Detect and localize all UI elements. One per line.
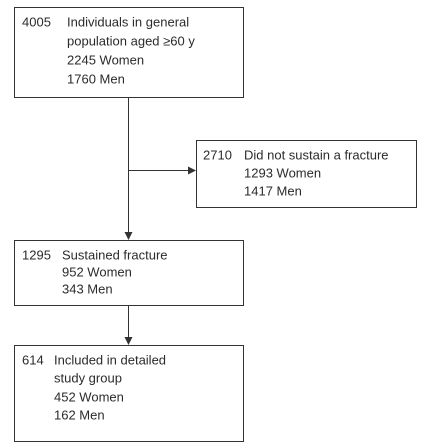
label: 1293 Women [244,165,321,180]
label: 952 Women [62,264,132,279]
box [14,240,244,306]
count: 1295 [22,247,51,262]
label: 2245 Women [67,52,144,67]
count: 2710 [203,147,232,162]
label: 1760 Men [67,71,125,86]
label: Included in detailed [54,352,166,367]
count: 4005 [22,14,51,29]
arrowhead [124,232,133,240]
label: Did not sustain a fracture [244,147,389,162]
label: Individuals in general [67,14,189,29]
arrowhead [188,166,196,175]
arrowhead [124,337,133,345]
label: Sustained fracture [62,247,168,262]
label: population aged ≥60 y [67,33,195,48]
label: study group [54,370,122,385]
label: 343 Men [62,281,113,296]
label: 1417 Men [244,183,302,198]
label: 452 Women [54,389,124,404]
label: 162 Men [54,407,105,422]
box [14,345,244,442]
count: 614 [22,352,44,367]
box [196,140,417,208]
box [14,7,244,98]
